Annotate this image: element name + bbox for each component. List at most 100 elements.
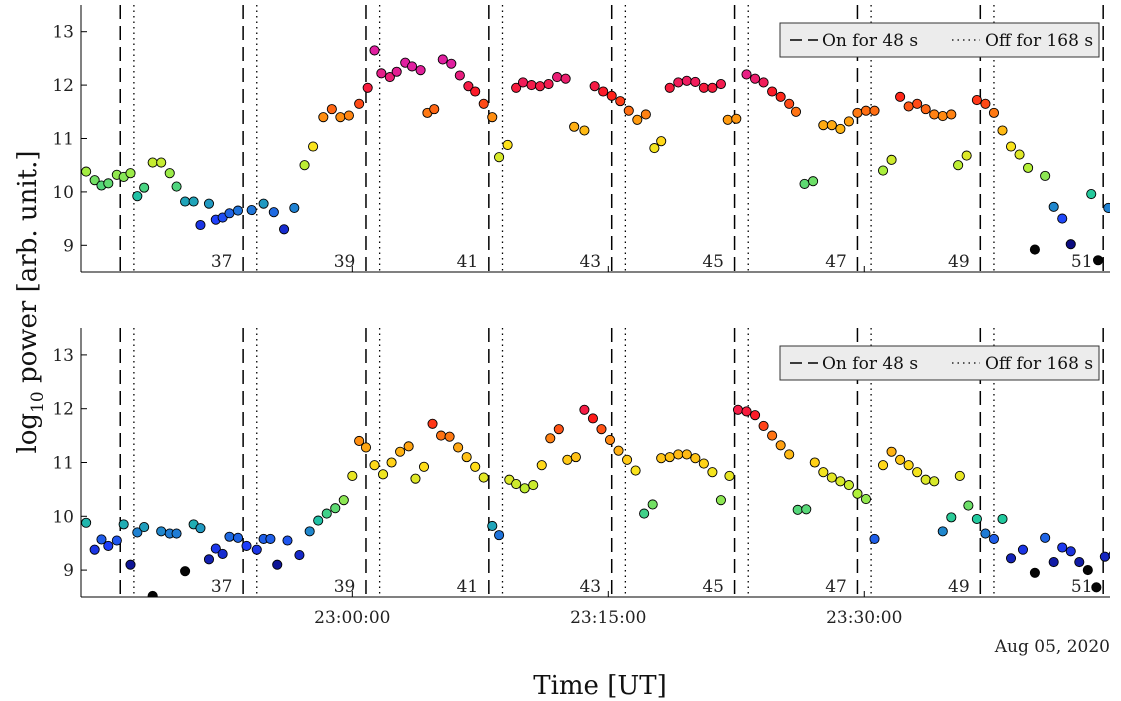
data-point	[988, 533, 1000, 544]
data-point	[912, 98, 923, 109]
data-point	[681, 449, 692, 460]
data-point	[418, 461, 430, 472]
x-tick-label: 23:30:00	[826, 608, 902, 628]
data-point	[96, 534, 107, 545]
data-point	[347, 470, 358, 482]
data-point	[289, 202, 300, 213]
data-point	[790, 106, 802, 117]
data-point	[690, 76, 701, 87]
data-point	[203, 554, 215, 565]
data-point	[338, 495, 349, 506]
data-point	[562, 454, 573, 465]
data-point	[596, 424, 607, 435]
data-point	[801, 504, 812, 515]
data-point	[453, 442, 464, 453]
data-point	[971, 513, 982, 525]
data-point	[732, 404, 744, 415]
data-point	[360, 442, 372, 453]
data-point	[545, 433, 556, 444]
data-point	[1074, 556, 1085, 568]
data-point	[308, 141, 319, 152]
data-point	[335, 112, 346, 123]
data-point	[775, 91, 786, 102]
data-point	[1014, 149, 1025, 160]
data-point	[436, 430, 447, 441]
stage-label: 47	[825, 577, 847, 597]
data-point	[673, 449, 684, 460]
data-point	[407, 61, 418, 72]
y-tick-label: 12	[52, 400, 74, 420]
y-tick-label: 10	[52, 183, 74, 203]
data-point	[988, 107, 1000, 118]
data-point	[330, 503, 341, 514]
data-point	[792, 504, 803, 515]
data-point	[429, 104, 440, 115]
stage-lines	[119, 5, 1104, 272]
data-point	[427, 418, 438, 429]
data-point	[1029, 244, 1040, 255]
data-point	[118, 519, 129, 530]
data-point	[579, 125, 590, 136]
data-point	[103, 178, 114, 189]
data-point	[903, 460, 914, 471]
stage-label: 51	[1071, 252, 1093, 272]
data-point	[877, 165, 889, 176]
data-point	[279, 224, 290, 235]
data-point	[241, 540, 252, 551]
data-point	[997, 125, 1008, 136]
data-point	[722, 114, 733, 125]
data-points	[81, 45, 1110, 266]
data-point	[715, 495, 726, 506]
data-point	[826, 472, 837, 483]
data-point	[81, 517, 92, 528]
data-point	[598, 86, 609, 97]
data-point	[1029, 567, 1040, 578]
data-point	[326, 104, 337, 115]
data-point	[946, 109, 957, 120]
data-point	[272, 559, 283, 570]
data-point	[1048, 556, 1059, 568]
data-point	[622, 454, 633, 465]
data-point	[775, 440, 786, 451]
data-point	[835, 476, 846, 487]
data-point	[731, 113, 742, 124]
data-point	[188, 196, 199, 207]
data-point	[954, 470, 965, 482]
data-point	[741, 406, 752, 417]
data-point	[232, 205, 244, 216]
data-point	[494, 152, 505, 163]
data-point	[487, 520, 498, 532]
data-point	[929, 476, 940, 487]
data-point	[369, 45, 380, 56]
data-point	[604, 434, 616, 445]
data-point	[613, 445, 624, 456]
data-point	[843, 116, 854, 127]
data-point	[543, 78, 554, 90]
data-point	[470, 86, 481, 97]
data-point	[147, 157, 158, 168]
data-point	[147, 590, 158, 597]
data-point	[164, 168, 175, 179]
data-point	[1040, 532, 1051, 543]
stage-label: 43	[579, 252, 601, 272]
ylabel-rest: power [arb. unit.]	[13, 150, 43, 391]
data-point	[1017, 544, 1029, 555]
data-point	[1023, 162, 1034, 173]
data-point	[799, 178, 810, 189]
data-point	[313, 515, 324, 526]
stage-label: 45	[702, 577, 724, 597]
legend-off-label: Off for 168 s	[985, 354, 1093, 374]
data-point	[980, 98, 991, 109]
data-point	[1103, 202, 1110, 213]
data-point	[1057, 542, 1068, 553]
data-point	[589, 81, 600, 92]
stage-label: 41	[457, 252, 479, 272]
y-tick-label: 11	[52, 130, 74, 150]
stage-label: 49	[948, 577, 970, 597]
data-point	[946, 512, 957, 523]
data-point	[741, 69, 752, 80]
data-point	[615, 96, 626, 107]
data-point	[461, 452, 472, 463]
x-tick-label: 23:00:00	[314, 608, 390, 628]
data-point	[125, 559, 136, 570]
